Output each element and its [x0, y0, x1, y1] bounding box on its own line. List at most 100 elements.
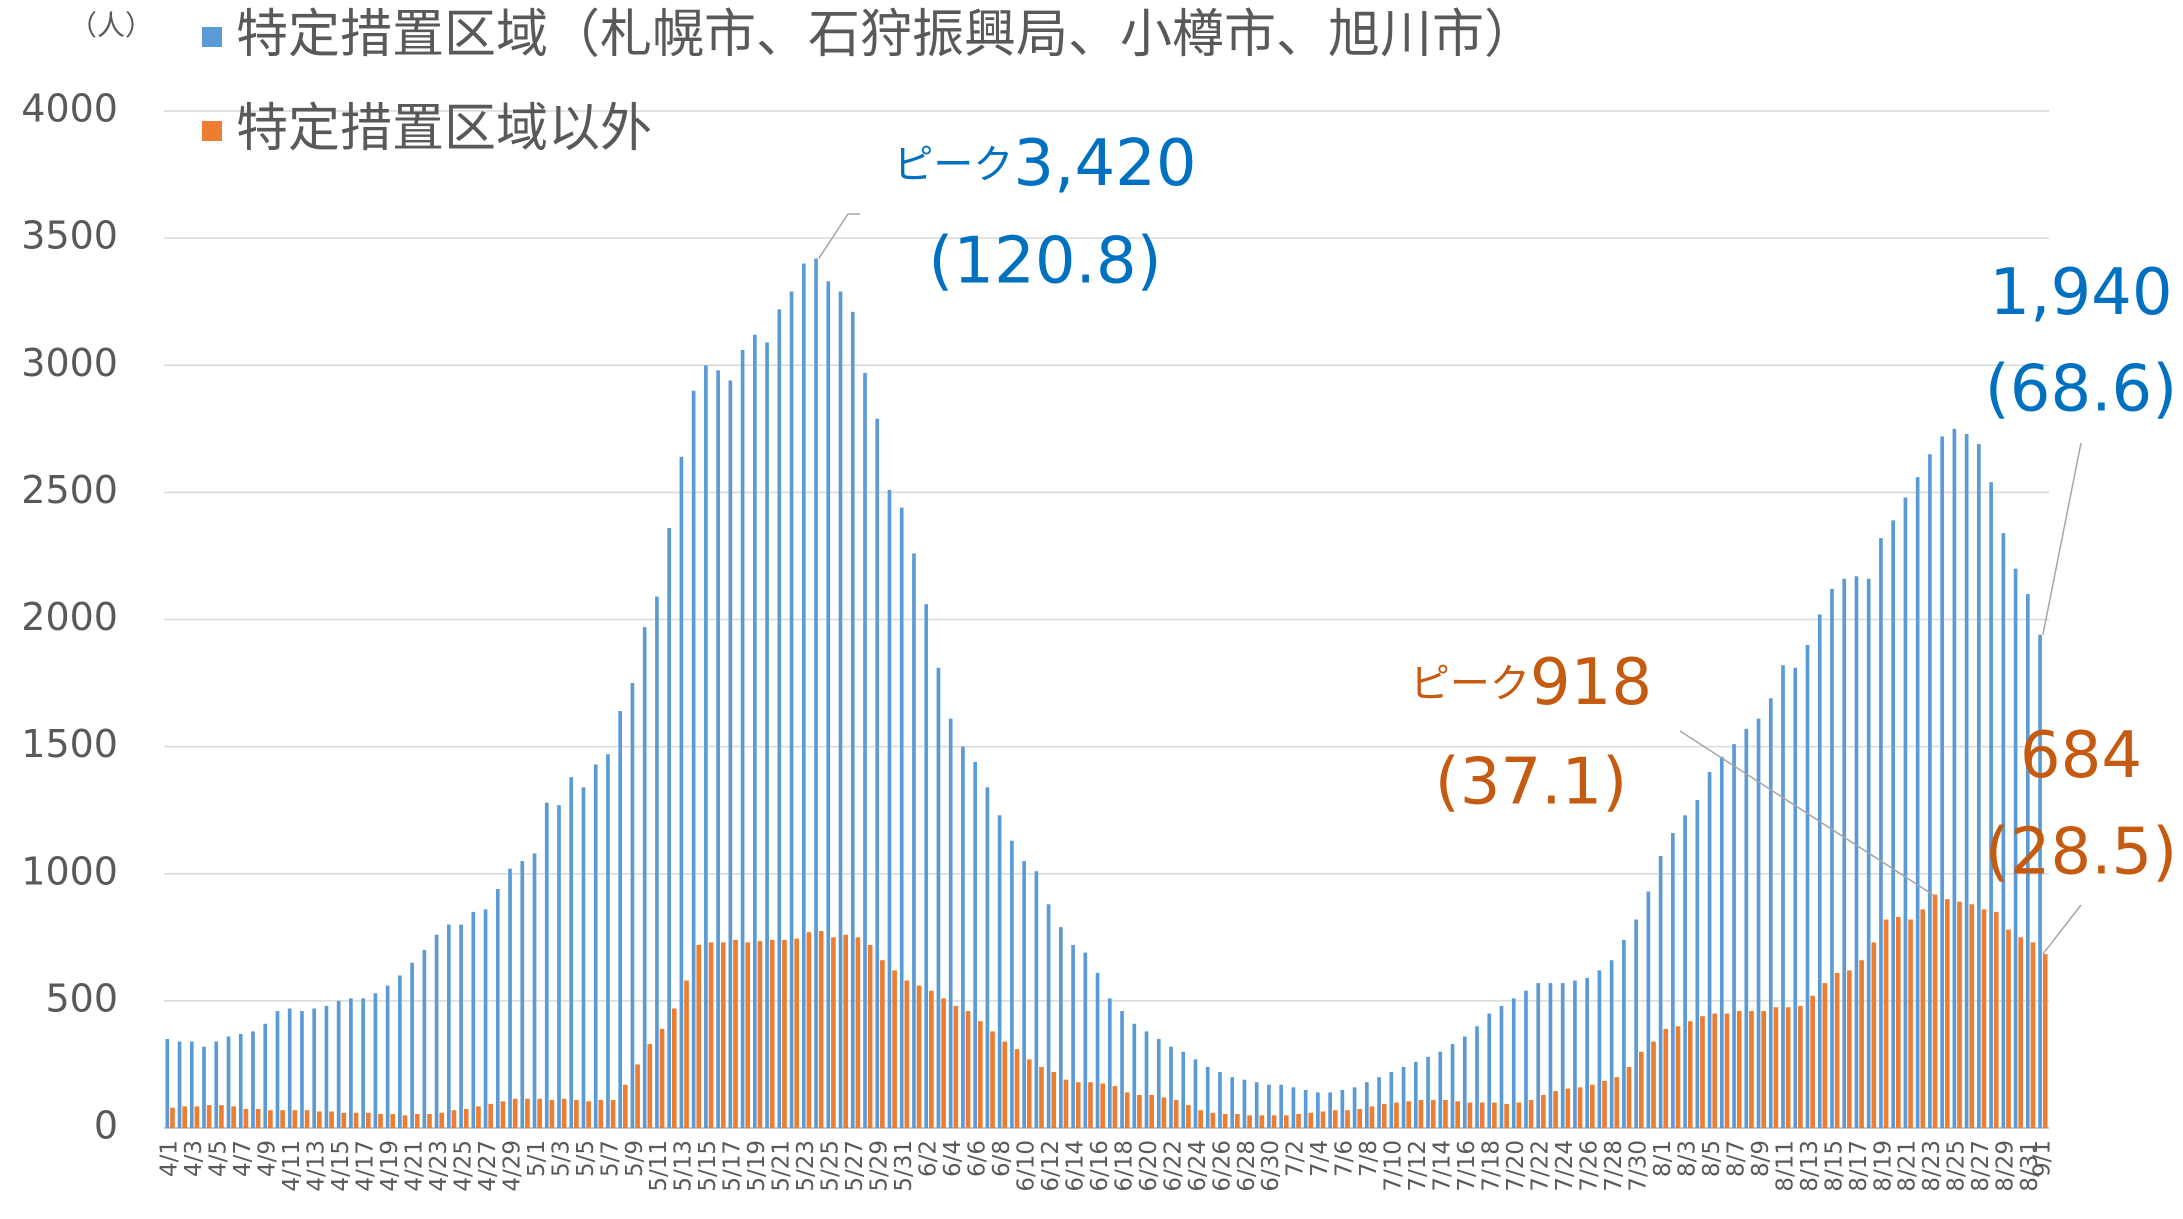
annotation-number: 1,940	[1989, 256, 2172, 330]
bar	[1614, 1077, 1620, 1128]
bar	[537, 1098, 542, 1128]
bar	[704, 365, 708, 1128]
bar	[1345, 1110, 1350, 1128]
bar	[1626, 1066, 1632, 1128]
leader-line	[1679, 730, 1934, 896]
bar	[206, 1105, 212, 1128]
bar	[1059, 927, 1063, 1128]
bar	[1230, 1077, 1235, 1128]
bar	[1859, 960, 1864, 1128]
x-tick-label: 5/15	[695, 1140, 721, 1192]
bar	[1377, 1077, 1381, 1128]
bar	[280, 1110, 285, 1128]
x-tick-label: 4/9	[255, 1140, 281, 1177]
x-tick-label: 5/5	[573, 1140, 599, 1177]
x-tick-label: 5/23	[793, 1140, 819, 1192]
x-tick-label: 8/11	[1772, 1140, 1798, 1192]
bar	[1137, 1094, 1142, 1128]
bar	[1254, 1082, 1259, 1128]
bar	[647, 1044, 653, 1128]
bar	[838, 291, 843, 1129]
annotation-prefix: ピーク	[893, 142, 1013, 188]
bar	[1438, 1051, 1443, 1128]
bar	[990, 1031, 995, 1128]
bar	[655, 596, 659, 1128]
bar	[1479, 1102, 1485, 1128]
bar	[329, 1111, 334, 1128]
bar	[353, 1112, 359, 1128]
bar	[855, 937, 861, 1128]
bar	[1817, 614, 1822, 1128]
bar	[880, 960, 885, 1128]
bar	[1169, 1046, 1173, 1128]
bar	[961, 746, 965, 1128]
x-tick-label: 4/19	[377, 1140, 403, 1192]
bar	[1222, 1114, 1228, 1128]
bar	[1634, 919, 1638, 1128]
bar	[1259, 1115, 1265, 1128]
bar	[1205, 1066, 1210, 1128]
bar	[476, 1106, 481, 1128]
bar	[1687, 1021, 1693, 1128]
bar	[916, 985, 922, 1128]
bar	[557, 805, 561, 1128]
bar	[1646, 891, 1651, 1128]
bar	[312, 1008, 317, 1128]
bar	[255, 1108, 261, 1128]
bar	[1663, 1028, 1669, 1128]
bar	[1124, 1092, 1130, 1128]
x-tick-label: 8/21	[1895, 1140, 1921, 1192]
bar	[1291, 1087, 1296, 1128]
bar	[390, 1114, 396, 1128]
leader-line	[2042, 442, 2082, 635]
x-tick-label: 4/23	[426, 1140, 452, 1192]
bar	[863, 372, 867, 1128]
x-tick-label: 6/6	[964, 1140, 990, 1177]
bar	[1455, 1101, 1460, 1128]
x-tick-label: 7/30	[1625, 1140, 1651, 1192]
x-tick-label: 8/25	[1944, 1140, 1970, 1192]
bar	[1981, 909, 1987, 1128]
bar	[671, 1008, 677, 1128]
x-tick-label: 6/2	[916, 1140, 942, 1177]
bar	[2001, 533, 2006, 1128]
bar	[2038, 634, 2042, 1128]
x-tick-label: 8/27	[1968, 1140, 1994, 1192]
bar	[317, 1111, 322, 1128]
bar	[1120, 1011, 1124, 1128]
x-tick-label: 7/10	[1381, 1140, 1407, 1192]
bar	[512, 1098, 518, 1128]
bar	[422, 950, 427, 1128]
x-tick-label: 7/6	[1332, 1140, 1358, 1177]
bar	[1186, 1105, 1191, 1128]
bar	[1969, 904, 1975, 1128]
bar	[929, 990, 934, 1128]
x-tick-label: 4/27	[475, 1140, 501, 1192]
bar	[1088, 1082, 1093, 1128]
bar	[1063, 1079, 1069, 1128]
bar	[1210, 1112, 1216, 1128]
bar	[1039, 1066, 1044, 1128]
bar	[1744, 728, 1749, 1128]
bar	[427, 1114, 432, 1128]
bar	[716, 370, 720, 1129]
bar	[1083, 952, 1088, 1128]
x-tick-label: 7/2	[1283, 1140, 1309, 1177]
x-tick-label: 6/12	[1038, 1140, 1064, 1192]
bar	[569, 777, 574, 1128]
bar	[1903, 497, 1908, 1129]
bar	[495, 889, 500, 1128]
bar	[667, 527, 671, 1128]
x-tick-label: 8/31	[2017, 1140, 2043, 1192]
bar	[1218, 1072, 1222, 1128]
bar	[691, 390, 696, 1128]
bar	[794, 938, 800, 1128]
bar	[623, 1084, 628, 1128]
bar	[170, 1107, 175, 1128]
bar	[1638, 1051, 1644, 1128]
x-tick-label: 6/28	[1234, 1140, 1260, 1192]
bar	[1516, 1102, 1522, 1128]
x-tick-label: 8/9	[1748, 1140, 1774, 1177]
bar	[1247, 1115, 1252, 1128]
x-tick-label: 7/24	[1552, 1140, 1578, 1192]
